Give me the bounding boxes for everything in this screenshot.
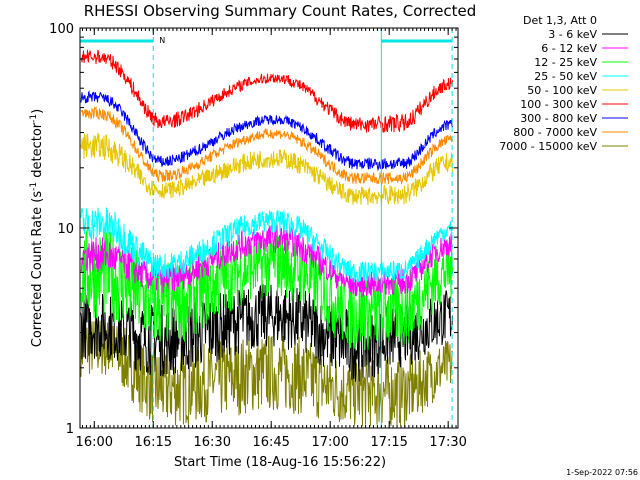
series-line — [80, 224, 453, 297]
series-line — [80, 320, 453, 428]
y-tick-label-10: 10 — [57, 222, 74, 237]
legend-entry-label: 3 - 6 keV — [548, 28, 597, 41]
legend-entry-label: 100 - 300 keV — [520, 98, 597, 111]
legend-header: Det 1,3, Att 0 — [523, 14, 597, 27]
x-tick-label: 16:00 — [76, 435, 113, 450]
x-tick-label: 17:30 — [429, 435, 466, 450]
legend-entry-label: 300 - 800 keV — [520, 112, 597, 125]
series-line — [80, 207, 453, 283]
y-axis-label: Corrected Count Rate (s-1 detector-1) — [29, 109, 45, 347]
y-tick-label-1: 1 — [66, 422, 74, 437]
plot-data-layer — [80, 49, 453, 428]
generation-timestamp: 1-Sep-2022 07:56 — [566, 468, 638, 477]
legend-entry-label: 50 - 100 keV — [527, 84, 597, 97]
series-line — [80, 229, 453, 351]
series-line — [80, 105, 453, 185]
night-label: N — [159, 36, 165, 45]
x-tick-label: 17:00 — [311, 435, 348, 450]
night-saa-markers: N — [80, 28, 453, 428]
series-line — [80, 89, 453, 172]
legend-entry-label: 800 - 7000 keV — [513, 126, 597, 139]
x-tick-label: 16:30 — [194, 435, 231, 450]
legend-entry-label: 12 - 25 keV — [534, 56, 597, 69]
chart-title: RHESSI Observing Summary Count Rates, Co… — [84, 2, 477, 20]
axis-ticks — [80, 28, 458, 429]
y-tick-label-100: 100 — [49, 22, 74, 37]
x-tick-label: 16:15 — [135, 435, 172, 450]
x-tick-label: 17:15 — [370, 435, 407, 450]
series-line — [80, 49, 453, 133]
x-tick-label: 16:45 — [252, 435, 289, 450]
x-axis-label: Start Time (18-Aug-16 15:56:22) — [174, 455, 386, 470]
legend-entry-label: 7000 - 15000 keV — [499, 140, 597, 153]
series-line — [80, 132, 453, 205]
legend-entry-label: 25 - 50 keV — [534, 70, 597, 83]
legend-entry-label: 6 - 12 keV — [541, 42, 597, 55]
